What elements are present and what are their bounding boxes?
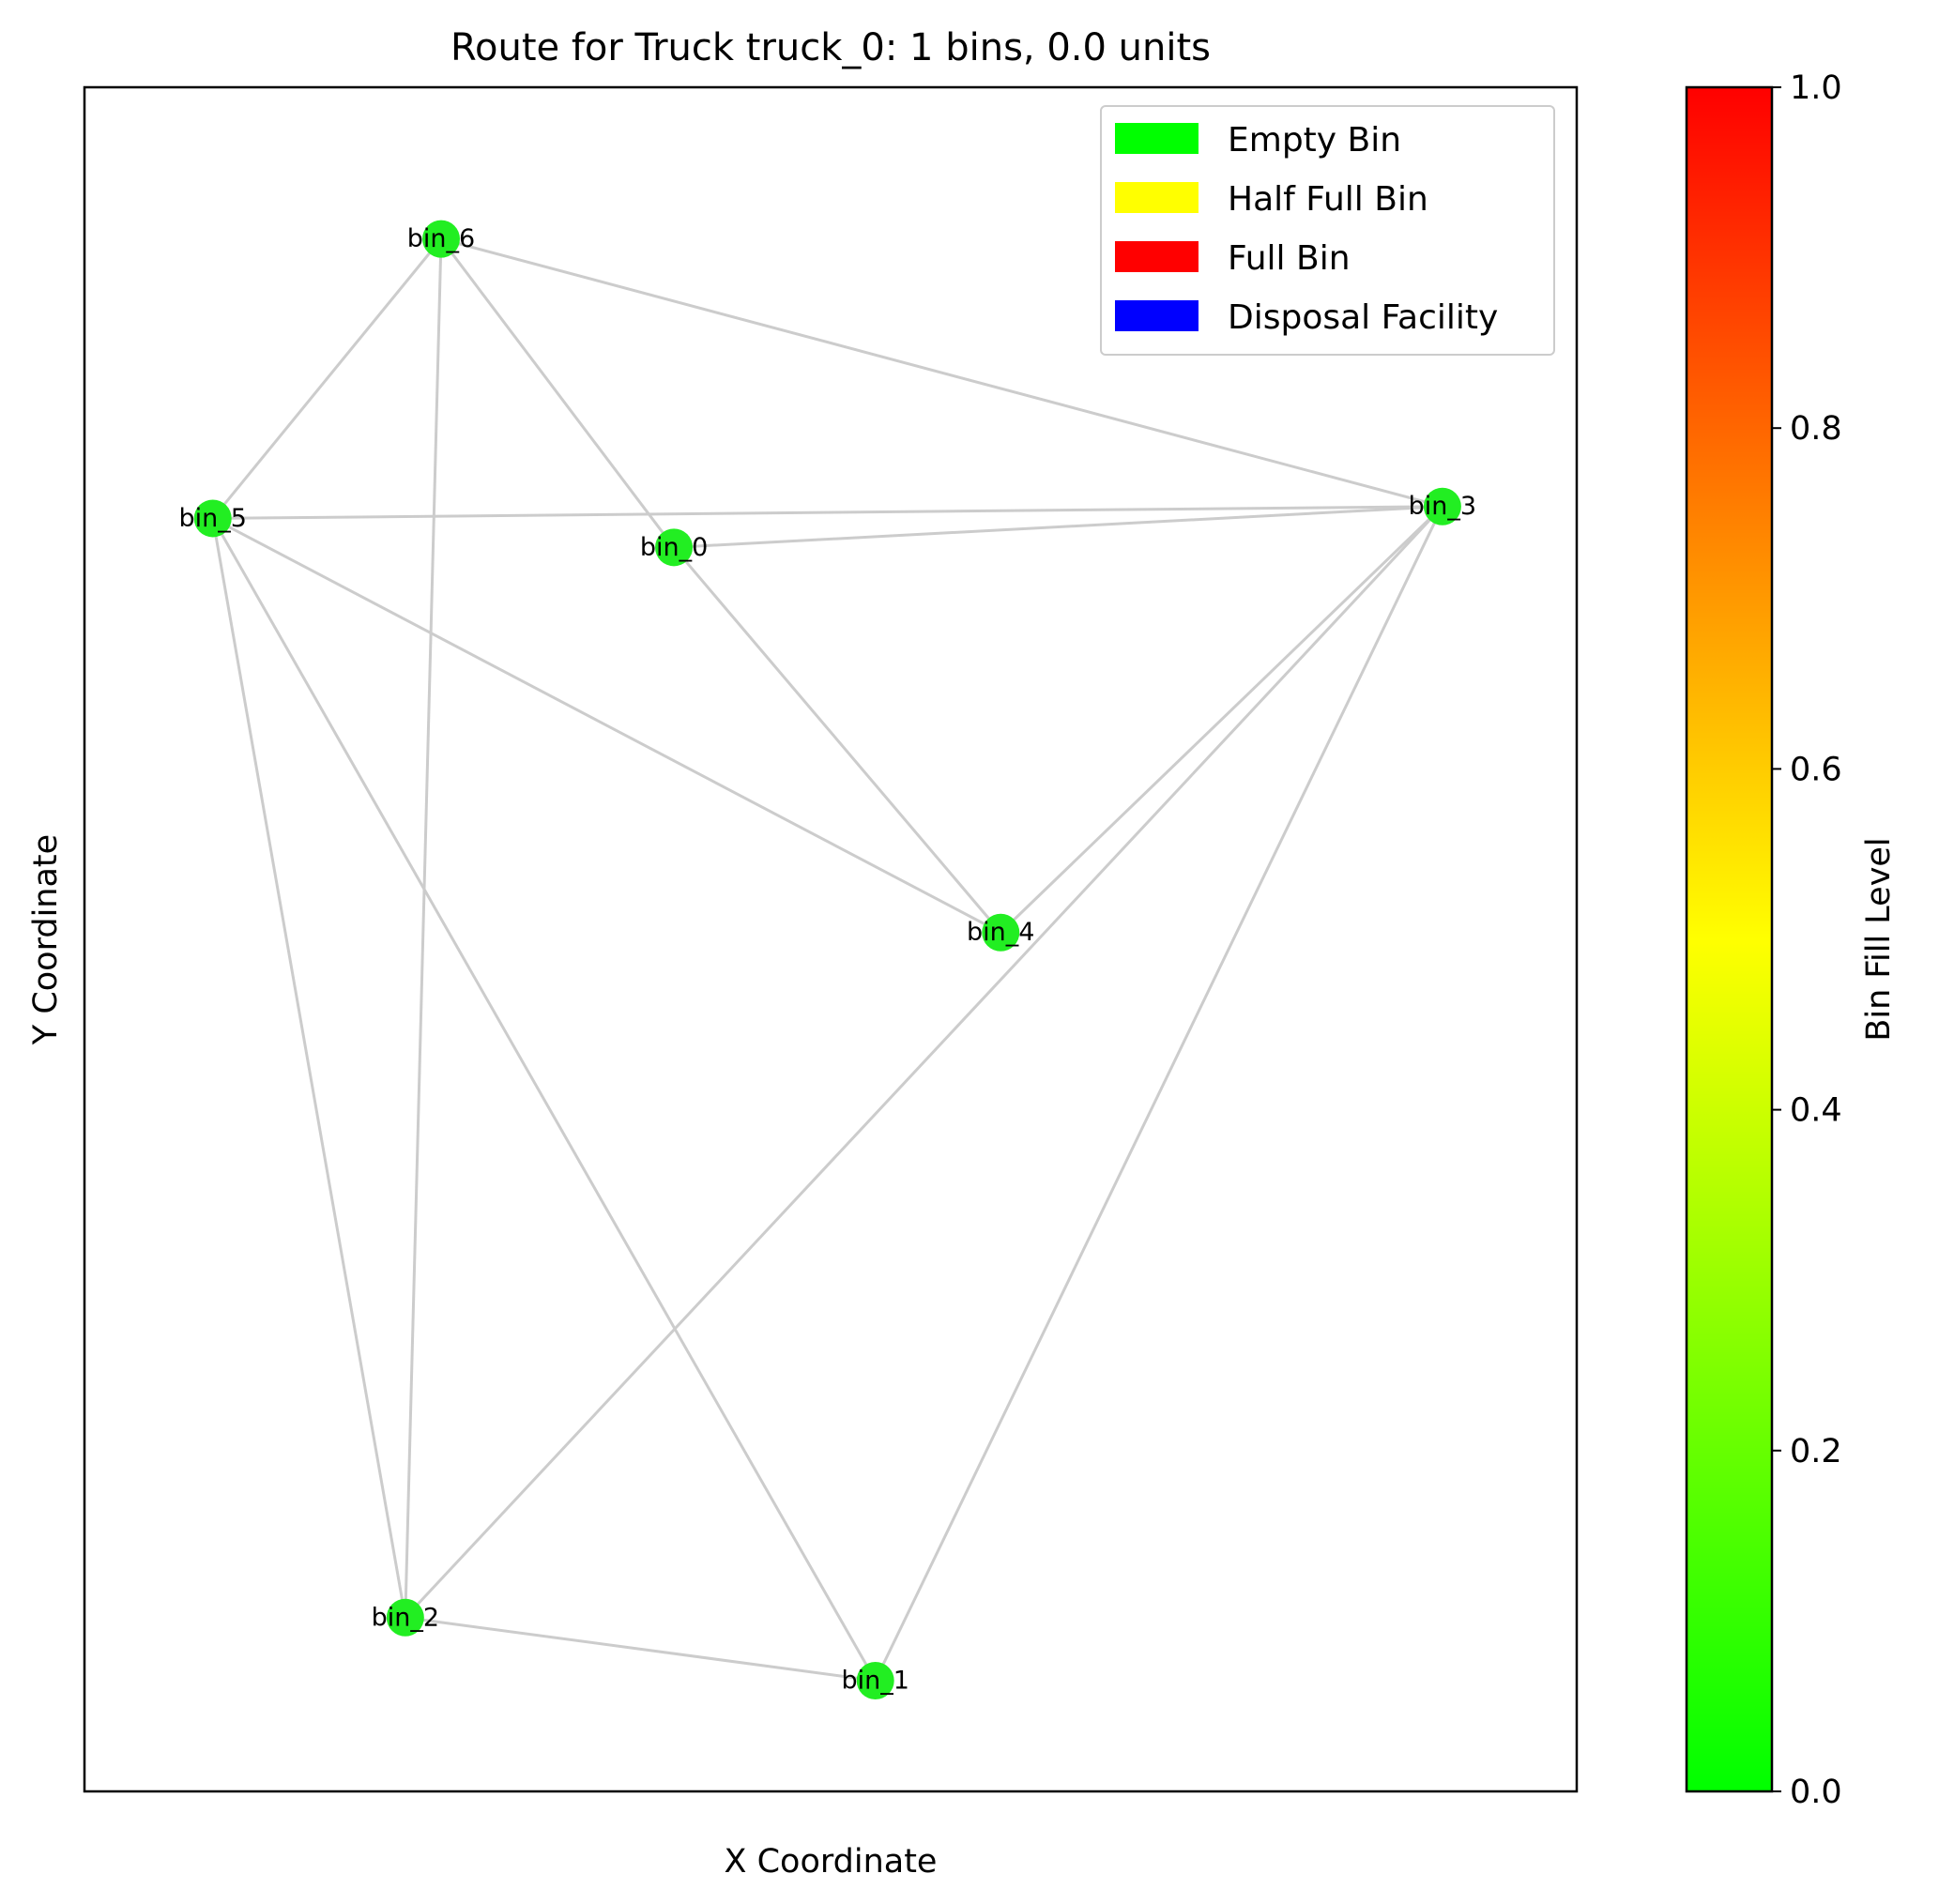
bin-marker [1423, 487, 1461, 526]
bin-nodes [193, 220, 1461, 1699]
route-edge [212, 505, 1443, 520]
legend-swatch [1115, 123, 1199, 154]
route-edge [211, 517, 878, 1682]
route-edge [404, 238, 443, 1618]
colorbar-tick-label: 0.4 [1790, 1092, 1842, 1130]
chart-title: Route for Truck truck_0: 1 bins, 0.0 uni… [450, 26, 1211, 69]
colorbar-ticks: 0.0 0.2 0.4 0.6 0.8 1.0 [1772, 69, 1842, 1811]
bin-label: bin_0 [640, 533, 708, 562]
route-edges [211, 237, 1444, 1683]
legend-label: Empty Bin [1228, 121, 1401, 160]
bin-label: bin_4 [967, 918, 1034, 947]
route-edge [211, 237, 443, 520]
route-edge [212, 517, 1001, 935]
bin-marker [193, 499, 232, 538]
bin-labels: bin_0 bin_1 bin_2 bin_3 bin_4 bin_5 bin_6 [179, 224, 1477, 1695]
route-edge [874, 506, 1444, 1682]
colorbar-tick-label: 0.6 [1790, 751, 1842, 788]
bin-marker [422, 220, 461, 258]
legend-swatch [1115, 241, 1199, 272]
bin-marker [386, 1598, 424, 1637]
y-axis-label: Y Coordinate [27, 834, 65, 1045]
bin-marker [856, 1661, 894, 1699]
route-edge [439, 237, 676, 549]
bin-label: bin_1 [841, 1666, 908, 1695]
colorbar: 0.0 0.2 0.4 0.6 0.8 1.0 Bin Fill Level [1685, 69, 1898, 1811]
route-edge [1000, 505, 1443, 934]
bin-label: bin_3 [1409, 492, 1476, 521]
route-edge [672, 546, 1002, 934]
route-edge [440, 237, 1443, 509]
legend-box [1100, 105, 1555, 356]
colorbar-gradient [1687, 87, 1772, 1791]
legend: Empty Bin Half Full Bin Full Bin Disposal F… [1100, 105, 1555, 356]
bin-label: bin_6 [407, 224, 475, 253]
colorbar-tick-label: 0.0 [1790, 1774, 1842, 1811]
route-edge [404, 505, 1443, 1619]
colorbar-tick-label: 0.8 [1790, 410, 1842, 448]
legend-label: Full Bin [1228, 239, 1351, 278]
route-edge [211, 518, 407, 1619]
bin-label: bin_5 [179, 504, 247, 533]
colorbar-tick-label: 0.2 [1790, 1433, 1842, 1470]
legend-swatch [1115, 182, 1199, 213]
colorbar-frame [1685, 85, 1774, 1793]
colorbar-tick-label: 1.0 [1790, 69, 1842, 107]
legend-swatch [1115, 300, 1199, 331]
bin-marker [982, 913, 1020, 952]
route-edge [405, 1616, 876, 1683]
plot-frame [83, 85, 1579, 1793]
bin-marker [655, 528, 694, 567]
legend-label: Disposal Facility [1228, 298, 1498, 337]
bin-label: bin_2 [372, 1603, 439, 1632]
route-edge [673, 505, 1443, 549]
colorbar-label: Bin Fill Level [1860, 837, 1898, 1041]
legend-label: Half Full Bin [1228, 180, 1428, 219]
x-axis-label: X Coordinate [725, 1843, 938, 1881]
